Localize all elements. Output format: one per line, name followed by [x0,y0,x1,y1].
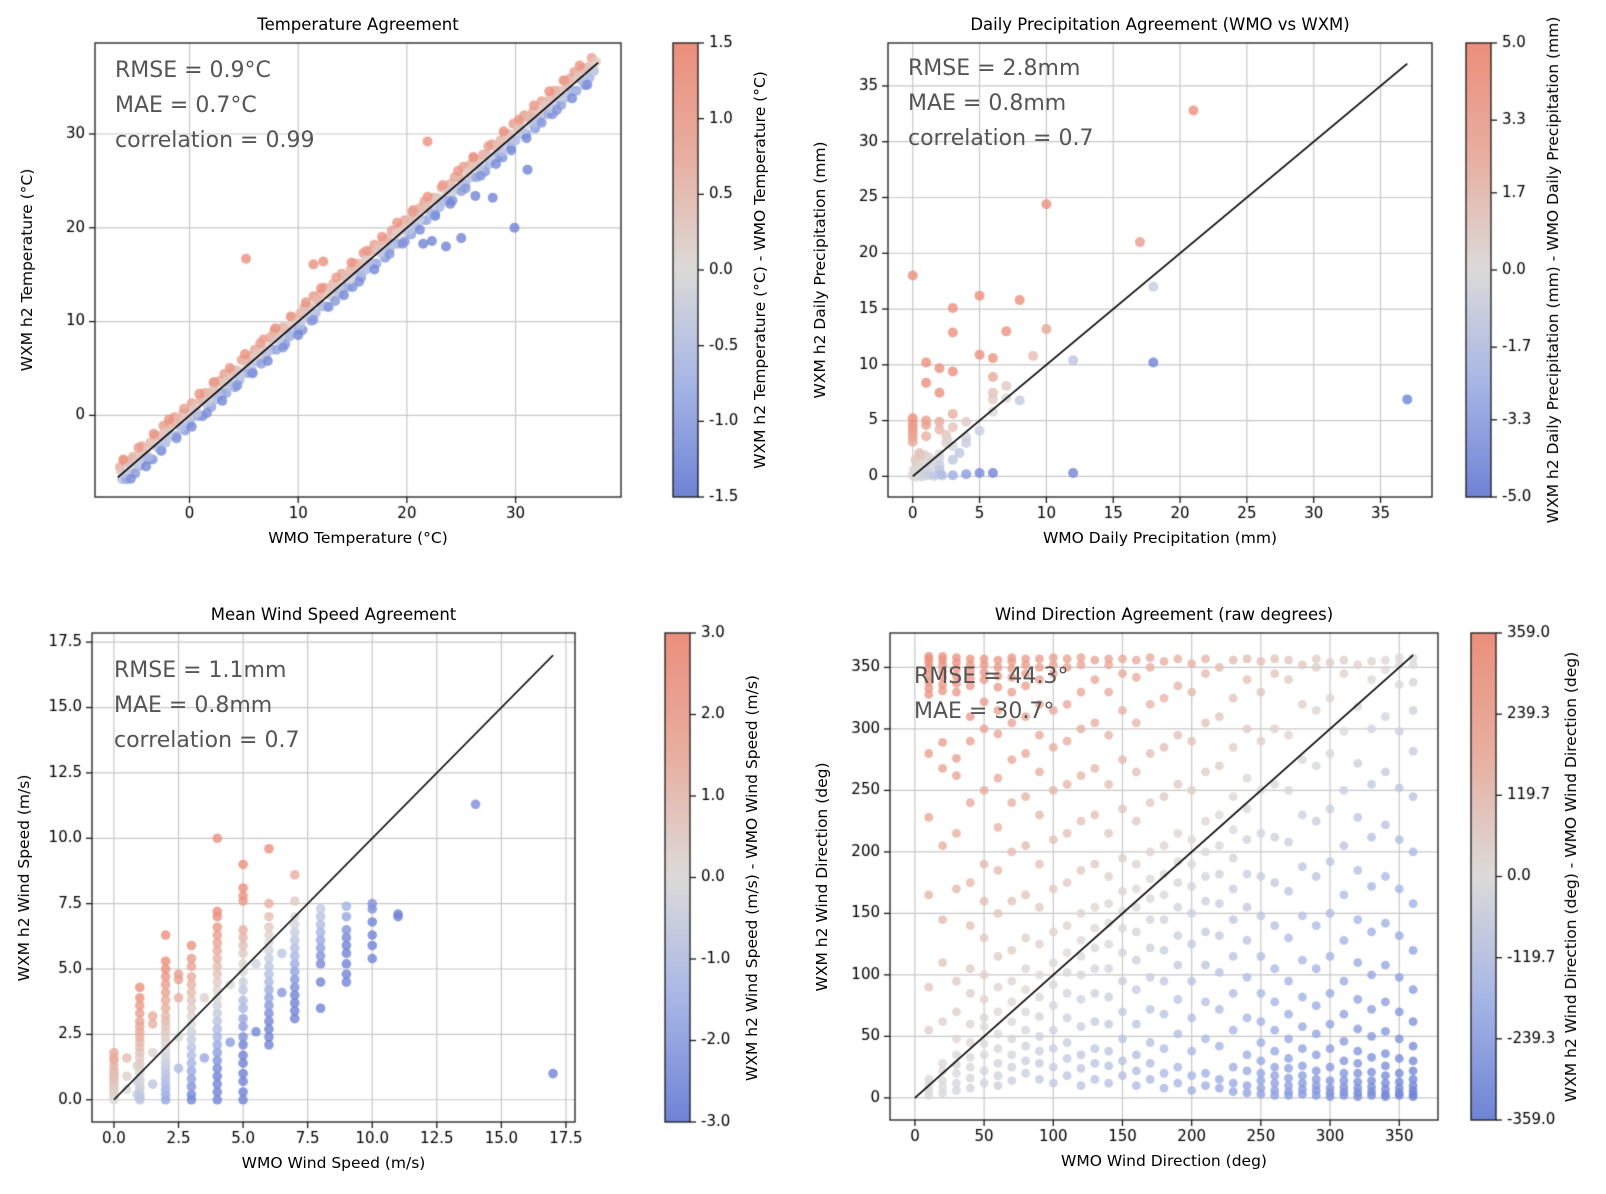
rmse-value: RMSE = 2.8mm [908,56,1081,81]
mae-value: MAE = 0.8mm [908,91,1067,116]
stats-annotation: RMSE = 1.1mm MAE = 0.8mm correlation = 0… [114,653,299,758]
y-axis-label: WXM h2 Wind Direction (deg) [813,762,831,991]
correlation-value: correlation = 0.99 [115,128,315,153]
plot-precipitation: Daily Precipitation Agreement (WMO vs WX… [803,0,1606,597]
x-axis-label: WMO Wind Direction (deg) [1061,1152,1267,1170]
plot-title: Mean Wind Speed Agreement [210,605,457,624]
precipitation-chart-canvas [803,0,1606,597]
plot-wind-speed: Mean Wind Speed Agreement WMO Wind Speed… [0,597,803,1194]
wind-direction-chart-canvas [803,597,1606,1194]
plot-title: Daily Precipitation Agreement (WMO vs WX… [970,15,1350,34]
x-axis-label: WMO Temperature (°C) [268,529,448,547]
colorbar-label: WXM h2 Wind Speed (m/s) - WMO Wind Speed… [743,674,761,1081]
mae-value: MAE = 30.7° [914,699,1055,724]
correlation-value: correlation = 0.7 [114,728,300,753]
y-axis-label: WXM h2 Wind Speed (m/s) [15,774,33,981]
plot-temperature: Temperature Agreement WMO Temperature (°… [0,0,803,597]
colorbar-label: WXM h2 Daily Precipitation (mm) - WMO Da… [1544,16,1562,524]
rmse-value: RMSE = 44.3° [914,664,1069,689]
correlation-value: correlation = 0.7 [908,126,1094,151]
plot-wind-direction: Wind Direction Agreement (raw degrees) W… [803,597,1606,1194]
colorbar-label: WXM h2 Temperature (°C) - WMO Temperatur… [751,71,769,469]
plot-title: Temperature Agreement [257,15,459,34]
mae-value: MAE = 0.8mm [114,693,273,718]
x-axis-label: WMO Daily Precipitation (mm) [1042,529,1278,547]
y-axis-label: WXM h2 Temperature (°C) [18,168,36,372]
temperature-chart-canvas [0,0,803,597]
plot-title: Wind Direction Agreement (raw degrees) [994,605,1334,624]
y-axis-label: WXM h2 Daily Precipitation (mm) [811,141,829,399]
wind-speed-chart-canvas [0,597,803,1194]
mae-value: MAE = 0.7°C [115,93,257,118]
x-axis-label: WMO Wind Speed (m/s) [241,1154,426,1172]
stats-annotation: RMSE = 44.3° MAE = 30.7° [914,659,1069,729]
rmse-value: RMSE = 0.9°C [115,58,271,83]
stats-annotation: RMSE = 2.8mm MAE = 0.8mm correlation = 0… [908,51,1093,156]
rmse-value: RMSE = 1.1mm [114,658,287,683]
colorbar-label: WXM h2 Wind Direction (deg) - WMO Wind D… [1562,651,1580,1102]
stats-annotation: RMSE = 0.9°C MAE = 0.7°C correlation = 0… [115,53,314,158]
